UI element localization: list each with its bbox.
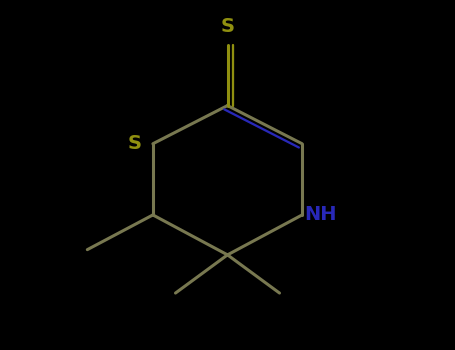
Text: NH: NH [304,205,336,224]
Text: S: S [128,134,142,153]
Text: S: S [221,17,234,36]
